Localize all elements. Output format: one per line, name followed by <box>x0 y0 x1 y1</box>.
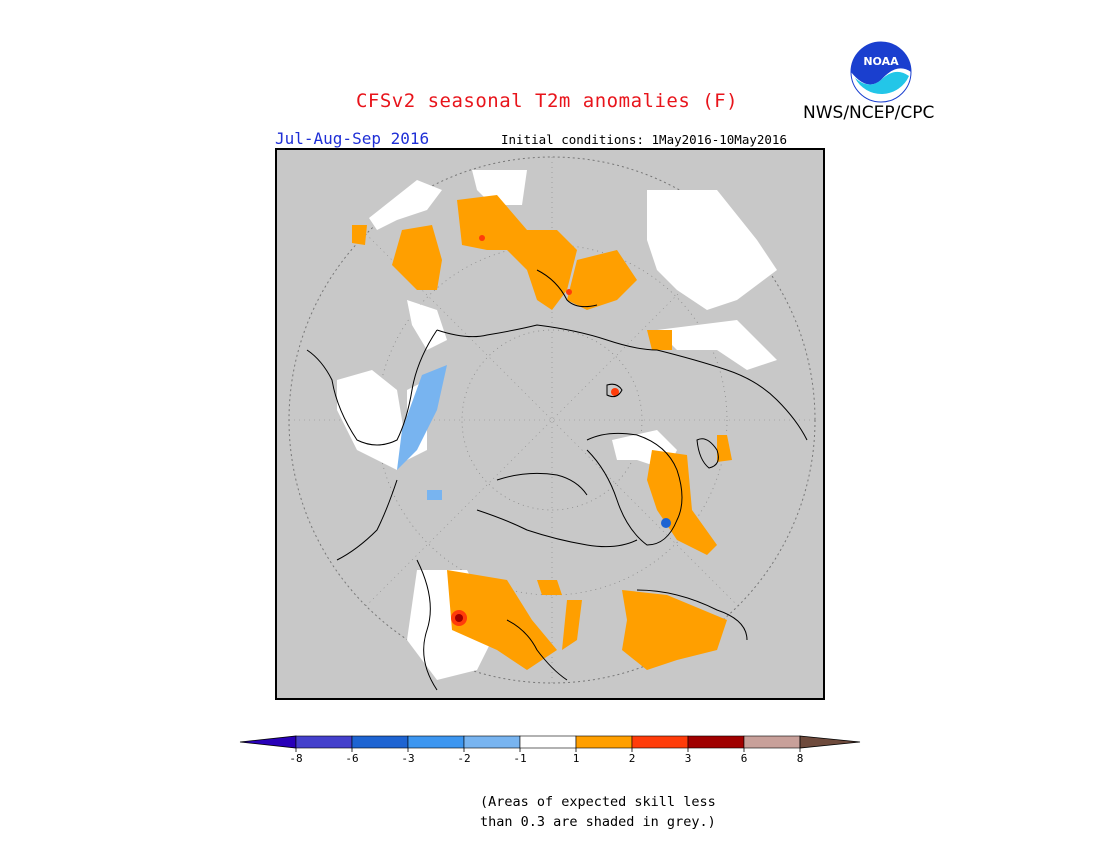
hot-spots <box>451 235 671 626</box>
colorbar-arrow-right <box>799 735 861 749</box>
colorbar-arrow-left <box>239 735 297 749</box>
colorbar-segment <box>351 735 409 749</box>
colorbar-tick-label: -1 <box>513 752 527 765</box>
agency-label: NWS/NCEP/CPC <box>803 103 935 123</box>
colorbar-segment <box>687 735 745 749</box>
skill-note: (Areas of expected skill less than 0.3 a… <box>480 792 716 832</box>
map-title: CFSv2 seasonal T2m anomalies (F) <box>355 90 739 112</box>
colorbar-tick-label: -2 <box>457 752 471 765</box>
latitude-circle <box>376 244 728 596</box>
latitude-circle <box>461 329 643 511</box>
colorbar-tick-label: -8 <box>289 752 303 765</box>
warm-anomaly-regions <box>352 195 732 670</box>
coastlines <box>306 269 808 691</box>
colorbar-tick-label: 1 <box>572 752 580 765</box>
noaa-logo: NOAA <box>850 41 912 103</box>
color-scale-bar <box>239 735 861 752</box>
colorbar-tick-label: 2 <box>628 752 636 765</box>
colorbar-tick-label: -6 <box>345 752 359 765</box>
initial-conditions: Initial conditions: 1May2016-10May2016 <box>501 132 787 147</box>
forecast-period: Jul-Aug-Sep 2016 <box>275 129 430 148</box>
skill-note-line: (Areas of expected skill less <box>480 794 716 810</box>
colorbar-tick-label: 6 <box>740 752 748 765</box>
cold-anomaly-regions <box>397 365 447 500</box>
colorbar-segment <box>463 735 521 749</box>
colorbar-segment <box>519 735 577 749</box>
polar-map <box>275 148 825 700</box>
colorbar-segment <box>631 735 689 749</box>
svg-text:NOAA: NOAA <box>863 55 899 68</box>
colorbar-segment <box>743 735 801 749</box>
colorbar-tick-label: 3 <box>684 752 692 765</box>
colorbar-segment <box>295 735 353 749</box>
skill-note-line: than 0.3 are shaded in grey.) <box>480 814 716 830</box>
colorbar-segment <box>407 735 465 749</box>
colorbar-segment <box>575 735 633 749</box>
colorbar-tick-label: -3 <box>401 752 415 765</box>
colorbar-tick-label: 8 <box>796 752 804 765</box>
